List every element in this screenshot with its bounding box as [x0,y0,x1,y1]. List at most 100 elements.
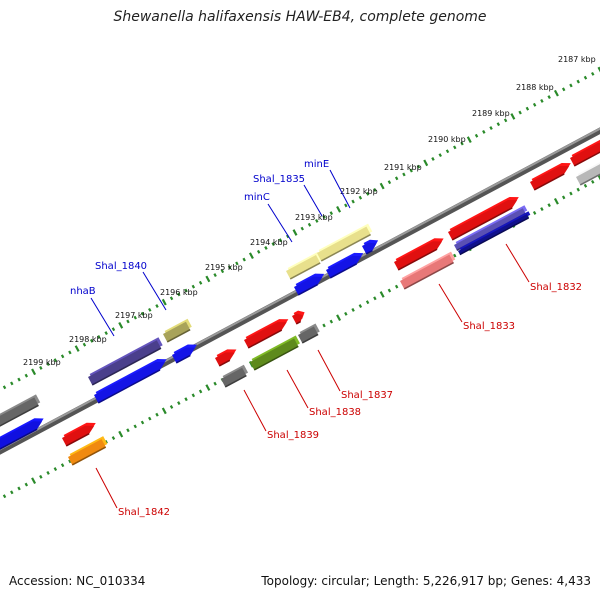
inner-scale-tick [169,296,174,301]
outer-scale-tick [329,319,334,324]
outer-scale-tick [205,384,211,391]
scale-label-2195: 2195 kbp [205,263,243,272]
scale-label-2188: 2188 kbp [516,83,554,92]
inner-scale-tick [532,102,537,107]
feature-nhaB-cds [88,337,163,386]
inner-scale-tick [431,157,435,161]
scale-label-2187: 2187 kbp [558,55,596,64]
inner-scale-tick [453,145,457,150]
feature-shal1832-gene-edge [451,207,513,241]
inner-scale-tick [271,242,275,247]
inner-scale-tick [336,205,342,213]
inner-scale-tick [315,218,319,223]
inner-scale-tick [307,222,312,227]
outer-scale-tick [553,197,559,205]
inner-scale-tick [177,292,181,297]
outer-scale-tick [31,477,37,485]
feature-shal1839-cds-edge [224,374,247,388]
feature-nhaB-gene-edge [97,369,161,404]
inner-scale-tick [82,342,87,347]
inner-scale-tick [39,365,43,370]
feature-shal1838-gene-edge [247,329,283,349]
outer-scale-tick [118,430,124,438]
inner-scale-tick [525,106,530,111]
outer-scale-tick [453,253,457,258]
inner-scale-tick [344,203,348,208]
inner-scale-tick [591,71,595,76]
inner-scale-tick [510,113,516,120]
inner-scale-tick [235,261,239,266]
outer-scale-tick [597,174,600,181]
scale-label-2197: 2197 kbp [115,311,153,320]
leader-shal1833 [438,283,463,323]
outer-scale-tick [576,187,580,192]
outer-scale-tick [53,467,58,472]
leader-shal1842 [95,467,118,509]
feature-shal1833-gene [394,238,444,271]
outer-scale-tick [394,284,399,289]
outer-scale-tick [365,300,370,305]
outer-scale-tick [155,412,159,417]
outer-scale-tick [177,401,181,406]
inner-scale-tick [31,368,37,376]
inner-scale-tick [445,149,450,154]
feature-shal1835-gene [326,252,364,279]
gene-label-shal1842: Shal_1842 [118,507,170,518]
feature-shal1832-gene [448,196,519,241]
label-leaders [90,169,530,509]
feature-shal1838-gene-body [244,322,287,348]
feature-minC-cds [286,251,322,280]
feature-shal1838-gene [244,319,289,349]
leader-shal1837 [317,349,341,392]
feature-shal1839-cds-body [221,367,247,387]
feature-gray-far-right-body [576,164,600,185]
inner-scale-tick [358,195,363,200]
inner-scale-tick [547,95,551,100]
outer-scale-tick [358,304,363,309]
inner-scale-tick [191,284,196,289]
outer-scale-tick [569,191,573,196]
inner-scale-tick [227,265,232,270]
inner-scale-tick [161,298,167,306]
feature-shal1842-cds-body [68,439,106,465]
feature-shal1835-cds [317,223,373,262]
inner-scale-tick [460,141,464,146]
feature-blue-far-left-body [0,421,42,449]
outer-scale-tick [373,296,377,301]
outer-scale-tick [17,486,21,491]
outer-scale-tick [213,381,217,386]
outer-scale-tick [532,210,537,215]
inner-scale-tick [111,327,116,332]
feature-red-far-right-body [570,142,600,166]
feature-blue-far-left-edge [0,428,38,450]
feature-shal1835-cds-body [317,226,371,261]
outer-scale-tick [344,311,348,316]
gene-label-shal1837: Shal_1837 [341,390,393,401]
inner-scale-tick [184,288,188,293]
feature-shal1842-gene-body [62,425,95,446]
gene-label-shal1838: Shal_1838 [309,407,361,418]
outer-scale-tick [140,420,145,425]
feature-minC-gene-edge [297,283,318,296]
inner-scale-tick [68,350,72,355]
outer-scale-tick [60,463,65,468]
inner-scale-tick [89,338,94,343]
inner-scale-tick [379,182,385,190]
scale-label-2194: 2194 kbp [250,238,288,247]
outer-scale-tick [10,490,14,495]
feature-shal1833-cds-body [400,254,454,289]
feature-blue-far-left [0,418,44,450]
feature-shal1832-cds-dark-body [458,214,529,255]
outer-scale-tick [561,195,566,200]
gene-label-shal1832: Shal_1832 [530,282,582,293]
inner-scale-tick [553,89,559,97]
accession-text: Accession: NC_010334 [9,574,146,588]
inner-scale-tick [148,307,152,312]
feature-shal1842-cds [68,436,108,466]
inner-scale-tick [394,176,399,181]
feature-shal1832-cds-body [454,208,526,251]
feature-shal1833-gene-edge [397,248,438,271]
gene-labels: minE Shal_1835 minC Shal_1840 nhaB Shal_1832 S… [70,159,582,518]
feature-shal1833-cds-edge [403,261,454,290]
genome-summary-text: Topology: circular; Length: 5,226,917 bp… [261,574,591,588]
